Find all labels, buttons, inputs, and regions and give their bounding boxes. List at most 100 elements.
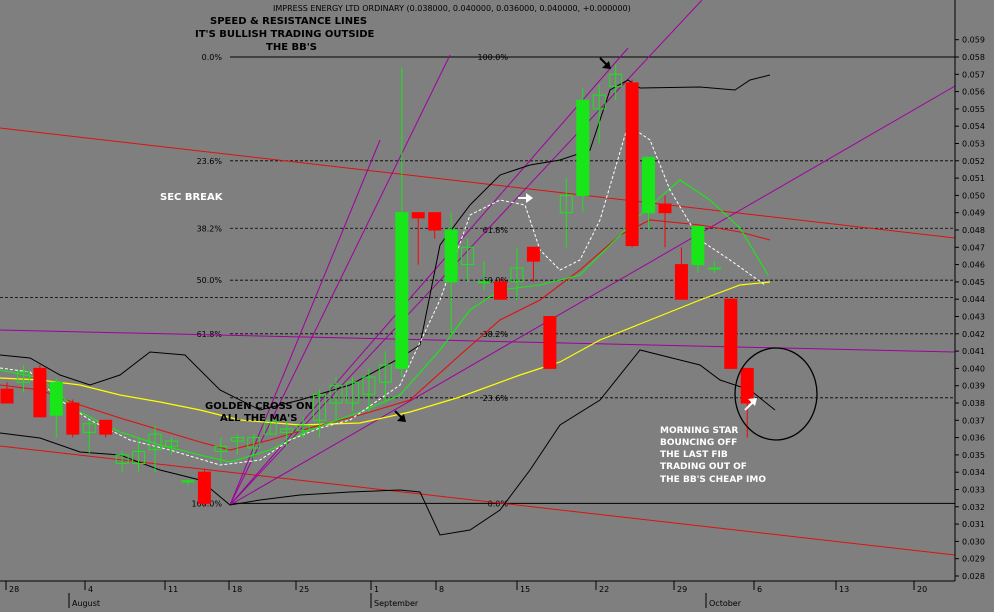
y-tick-label: 0.048 <box>962 226 985 235</box>
y-tick-label: 0.030 <box>962 537 985 546</box>
y-tick-label: 0.032 <box>962 503 985 512</box>
ma-yellow <box>0 281 771 426</box>
annotation-morning-3: THE LAST FIB <box>660 450 728 460</box>
y-tick-label: 0.058 <box>962 53 985 62</box>
candle-body <box>329 385 343 404</box>
candle-body <box>49 381 63 416</box>
x-tick-label: 20 <box>917 585 927 594</box>
fib-mid-label: 23.6% <box>483 394 509 403</box>
y-tick-label: 0.052 <box>962 157 985 166</box>
y-tick-label: 0.031 <box>962 520 985 529</box>
x-tick-label: 29 <box>677 585 687 594</box>
x-month-label: August <box>72 599 100 608</box>
fib-mid-label: 61.8% <box>483 226 509 235</box>
ma-green <box>0 179 769 463</box>
y-tick-label: 0.038 <box>962 399 985 408</box>
y-tick-label: 0.039 <box>962 382 985 391</box>
fib-mid-label: 50.0% <box>483 276 509 285</box>
y-tick-label: 0.040 <box>962 364 985 373</box>
fib-mid-label: 0.0% <box>488 499 509 508</box>
x-tick-label: 18 <box>232 585 242 594</box>
x-tick-label: 8 <box>439 585 444 594</box>
trendline <box>0 445 956 556</box>
y-tick-label: 0.047 <box>962 243 985 252</box>
morning-star-circle <box>734 347 818 441</box>
annotation-morning-5: THE BB'S CHEAP IMO <box>660 475 766 485</box>
annotation-morning-4: TRADING OUT OF <box>660 462 747 472</box>
candle-body <box>82 423 96 433</box>
fib-left-label: 23.6% <box>197 157 223 166</box>
y-tick-label: 0.028 <box>962 572 985 581</box>
x-month-label: September <box>374 599 419 608</box>
x-tick-label: 15 <box>520 585 530 594</box>
y-tick-label: 0.054 <box>962 122 985 131</box>
arrow-icon <box>599 57 611 69</box>
candle-body <box>642 156 656 214</box>
y-axis-ticks: 0.028 0.029 0.030 0.031 0.032 0.033 0.034 0.035… <box>955 36 985 581</box>
speed-line <box>229 85 956 506</box>
y-tick-label: 0.051 <box>962 174 985 183</box>
x-tick-label: 4 <box>88 585 93 594</box>
candle-body <box>33 367 47 418</box>
y-tick-label: 0.042 <box>962 330 985 339</box>
speed-line <box>229 0 703 506</box>
y-tick-label: 0.033 <box>962 486 985 495</box>
trendline <box>0 127 956 239</box>
candle-body <box>165 440 178 447</box>
fib-mid-label: 38.2% <box>483 330 509 339</box>
x-tick-label: 25 <box>299 585 309 594</box>
fib-left-label: 61.8% <box>197 330 223 339</box>
candle-body <box>625 82 639 247</box>
candle-body <box>691 226 705 266</box>
y-tick-label: 0.053 <box>962 140 985 149</box>
candle-body <box>740 367 754 404</box>
y-tick-label: 0.029 <box>962 555 985 564</box>
candle-body <box>658 203 672 214</box>
arrow-icon <box>394 410 406 422</box>
candle-body <box>148 433 162 451</box>
x-month-label: October <box>709 599 742 608</box>
candle-body <box>16 371 30 383</box>
annotation-morning-1: MORNING STAR <box>660 426 738 436</box>
annotation-speed-2: IT'S BULLISH TRADING OUTSIDE <box>195 29 375 40</box>
fib-lines: 0.0%23.6%38.2%50.0%61.8%100.0%100.0%61.8… <box>0 53 955 508</box>
candle-body <box>362 376 376 395</box>
candle-body <box>592 94 606 110</box>
y-tick-label: 0.037 <box>962 416 985 425</box>
speed-line <box>229 54 451 506</box>
y-tick-label: 0.046 <box>962 261 985 270</box>
candle-body <box>296 424 310 432</box>
candle-body <box>66 402 80 435</box>
annotation-golden-1: GOLDEN CROSS ON <box>205 401 313 412</box>
y-tick-label: 0.056 <box>962 88 985 97</box>
candle-body <box>428 212 442 231</box>
candle-body <box>494 281 507 300</box>
candle-body <box>214 445 228 452</box>
candle-body <box>247 437 261 449</box>
annotation-golden-2: ALL THE MA'S <box>220 413 297 424</box>
x-tick-label: 6 <box>757 585 762 594</box>
candle-body <box>181 480 195 483</box>
y-tick-label: 0.057 <box>962 70 985 79</box>
candle-body <box>461 246 475 266</box>
candle-body <box>526 246 540 262</box>
candle-body <box>197 471 211 504</box>
annotation-morning-2: BOUNCING OFF <box>660 438 737 448</box>
bollinger-lower <box>0 349 776 536</box>
candle-body <box>609 73 623 87</box>
fib-left-label: 38.2% <box>197 224 223 233</box>
candle-body <box>707 267 721 270</box>
y-tick-label: 0.035 <box>962 451 985 460</box>
x-tick-label: 11 <box>168 585 178 594</box>
fib-left-label: 0.0% <box>202 53 223 62</box>
candle-body <box>724 298 738 369</box>
candle-body <box>411 212 425 219</box>
annotation-speed-3: THE BB'S <box>266 42 317 53</box>
candles <box>0 63 754 507</box>
candle-body <box>132 450 146 465</box>
candle-body <box>280 428 294 433</box>
candle-body <box>313 393 327 421</box>
candle-body <box>0 388 14 404</box>
